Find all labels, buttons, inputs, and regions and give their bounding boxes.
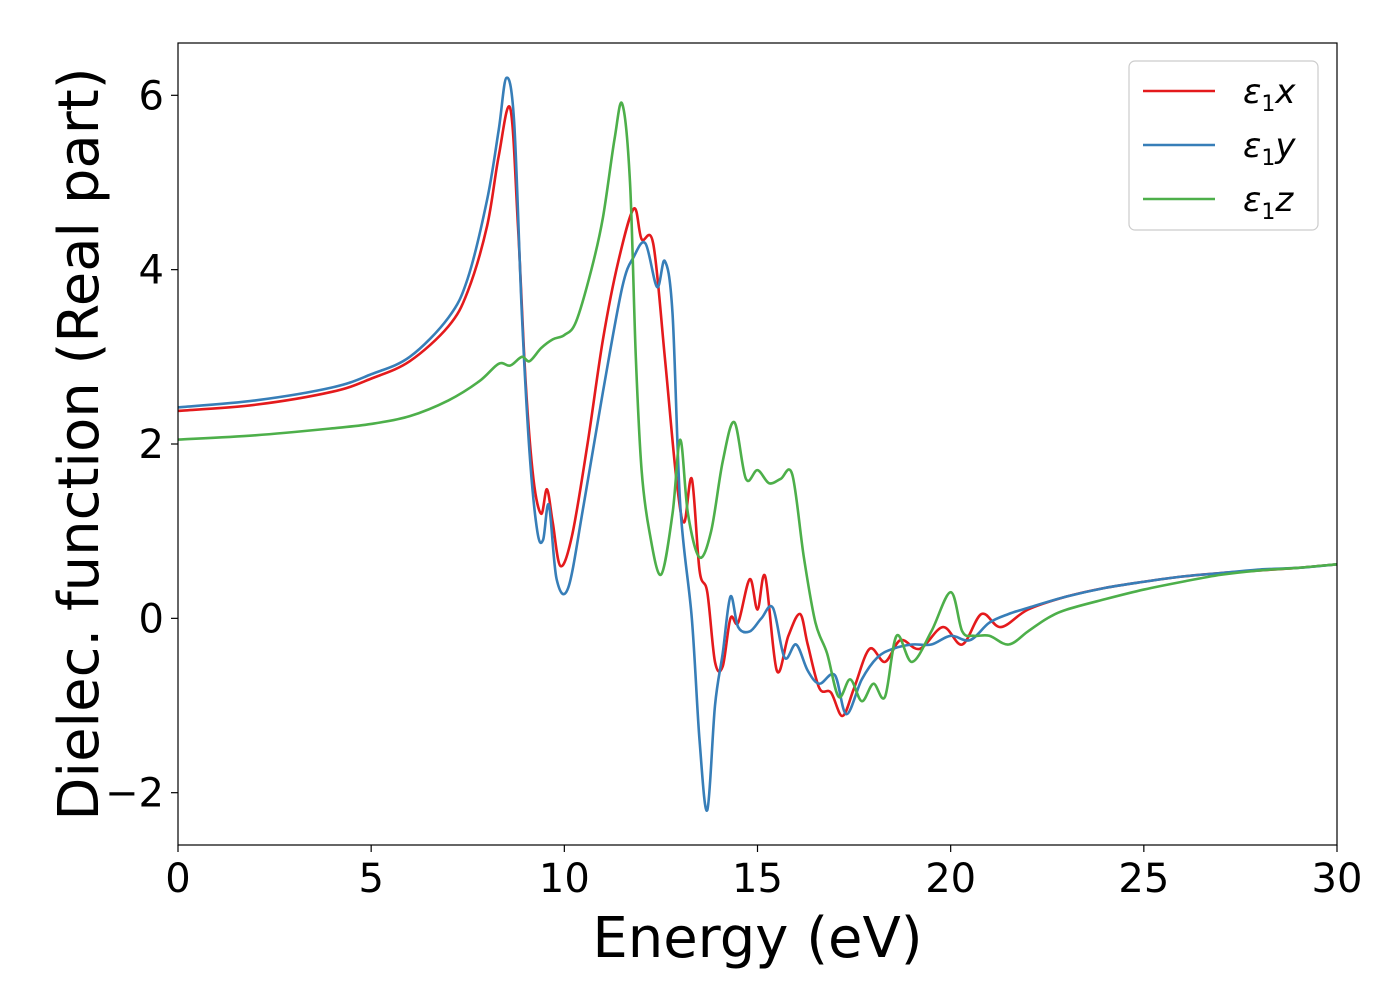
y-axis-label: Dielec. function (Real part) bbox=[47, 67, 112, 820]
x-tick-label: 10 bbox=[539, 856, 590, 902]
x-tick-label: 30 bbox=[1312, 856, 1363, 902]
x-tick-label: 25 bbox=[1118, 856, 1169, 902]
x-tick-label: 20 bbox=[925, 856, 976, 902]
legend: ε1x ε1y ε1z bbox=[1128, 60, 1319, 231]
y-tick-label: 2 bbox=[139, 422, 164, 468]
legend-label-y: ε1y bbox=[1243, 126, 1296, 171]
y-tick-label: 4 bbox=[139, 248, 164, 294]
series-line-z bbox=[178, 101, 1337, 703]
legend-label-x: ε1x bbox=[1243, 72, 1296, 117]
y-tick-label: −2 bbox=[105, 771, 164, 817]
legend-label-z: ε1z bbox=[1243, 180, 1294, 225]
plot-lines bbox=[178, 76, 1337, 812]
x-tick-label: 15 bbox=[732, 856, 783, 902]
x-tick-label: 5 bbox=[358, 856, 383, 902]
legend-box bbox=[1128, 60, 1319, 231]
x-axis-label: Energy (eV) bbox=[592, 906, 922, 971]
y-tick-label: 0 bbox=[139, 596, 164, 642]
x-tick-label: 0 bbox=[165, 856, 190, 902]
y-tick-label: 6 bbox=[139, 73, 164, 119]
